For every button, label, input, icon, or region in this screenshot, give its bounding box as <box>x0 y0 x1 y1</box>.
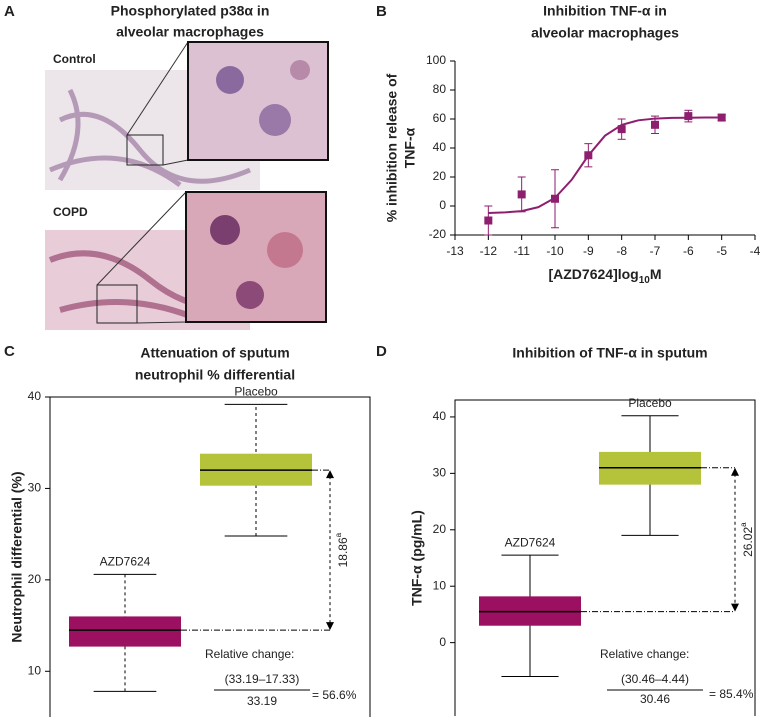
arrow-head <box>326 470 334 479</box>
cell <box>259 104 291 136</box>
y-axis-label: % inhibition release of <box>384 73 400 222</box>
panel-label: A <box>4 3 15 20</box>
y-axis-label: Neutrophil differential (%) <box>9 471 25 642</box>
y-tick-label: 40 <box>28 389 42 403</box>
relative-change-result: = 56.6% <box>312 688 357 702</box>
image-label: Control <box>53 52 96 66</box>
zoom-line <box>136 321 187 324</box>
cell <box>236 281 264 309</box>
x-tick-label: -13 <box>446 244 464 258</box>
point <box>717 113 726 122</box>
panel-label: C <box>4 343 15 360</box>
y-tick-label: 40 <box>433 140 447 154</box>
category-label: Placebo <box>628 396 672 410</box>
difference-note: a <box>739 522 748 527</box>
panel-label: D <box>376 343 387 360</box>
zoom-region <box>96 284 138 324</box>
chart-title: alveolar macrophages <box>531 25 679 41</box>
x-axis-label-part: 10 <box>639 275 651 286</box>
difference-label: 26.02a <box>739 522 755 557</box>
fit-curve <box>488 116 722 214</box>
arrow-head <box>731 467 739 476</box>
zoom-line <box>126 41 189 136</box>
y-tick-label: 0 <box>439 635 446 649</box>
chart-title: Attenuation of sputum <box>140 345 289 361</box>
chart-title: neutrophil % differential <box>135 367 295 383</box>
y-tick-label: 30 <box>433 466 447 480</box>
difference-value: 26.02 <box>741 527 755 557</box>
relative-change-result: = 85.4% <box>709 687 754 701</box>
category-label: Placebo <box>234 384 278 398</box>
x-tick-label: -5 <box>716 244 727 258</box>
micrographs <box>45 41 329 330</box>
x-tick-label: -10 <box>546 244 564 258</box>
relative-change-denominator: 33.19 <box>247 694 277 708</box>
frame <box>454 399 756 716</box>
x-tick-label: -6 <box>683 244 694 258</box>
y-tick-label: 20 <box>433 522 447 536</box>
category-label: AZD7624 <box>100 555 151 569</box>
y-axis-label: TNF-α (pg/mL) <box>409 510 425 606</box>
point <box>584 151 593 160</box>
x-axis-label: [AZD7624]log10M <box>548 266 661 286</box>
cell <box>210 215 240 245</box>
point <box>517 190 526 199</box>
y-tick-label: 10 <box>28 663 42 677</box>
y-tick-label: 40 <box>433 409 447 423</box>
y-tick-label: -20 <box>429 227 447 241</box>
difference-label: 18.86a <box>334 532 350 567</box>
difference-note: a <box>334 532 343 537</box>
image-title: Phosphorylated p38α in <box>111 3 270 19</box>
arrow-head <box>326 622 334 631</box>
y-tick-label: 80 <box>433 82 447 96</box>
point <box>484 216 493 225</box>
category-label: AZD7624 <box>505 535 556 549</box>
x-tick-label: -4 <box>750 244 761 258</box>
image-label: COPD <box>53 205 88 219</box>
y-tick-label: 10 <box>433 578 447 592</box>
point <box>684 112 693 121</box>
chart-title: Inhibition of TNF-α in sputum <box>512 345 707 361</box>
y-tick-label: 100 <box>426 53 446 67</box>
y-tick-label: 20 <box>433 169 447 183</box>
relative-change-label: Relative change: <box>600 647 689 661</box>
y-tick-label: 60 <box>433 111 447 125</box>
cell <box>267 232 303 268</box>
relative-change-denominator: 30.46 <box>640 692 670 706</box>
x-tick-label: -9 <box>583 244 594 258</box>
x-tick-label: -12 <box>480 244 498 258</box>
zoom-image <box>187 41 329 161</box>
relative-change-numerator: (30.46–4.44) <box>621 672 689 686</box>
image-title: alveolar macrophages <box>116 24 264 40</box>
difference-value: 18.86 <box>336 537 350 567</box>
arrow-head <box>731 603 739 612</box>
point <box>551 194 559 203</box>
y-tick-label: 20 <box>28 572 42 586</box>
zoom-line <box>96 191 187 286</box>
x-tick-label: -7 <box>650 244 661 258</box>
zoom-region <box>126 134 164 166</box>
cell <box>290 60 310 80</box>
point <box>651 120 659 129</box>
box <box>69 616 181 647</box>
y-tick-label: 0 <box>439 198 446 212</box>
point <box>617 125 626 134</box>
x-axis-label-part: [AZD7624]log <box>548 266 638 282</box>
frame <box>49 396 371 717</box>
cell <box>216 66 244 94</box>
x-tick-label: -8 <box>616 244 627 258</box>
y-axis-label: TNF-α <box>402 127 418 168</box>
chart-title: Inhibition TNF-α in <box>543 3 667 19</box>
relative-change-label: Relative change: <box>205 647 294 661</box>
x-axis-label-part: M <box>650 266 662 282</box>
y-tick-label: 30 <box>28 481 42 495</box>
zoom-line <box>162 159 189 166</box>
relative-change-numerator: (33.19–17.33) <box>225 672 300 686</box>
panel-label: B <box>376 3 387 20</box>
tissue <box>49 88 251 188</box>
x-tick-label: -11 <box>513 244 530 258</box>
